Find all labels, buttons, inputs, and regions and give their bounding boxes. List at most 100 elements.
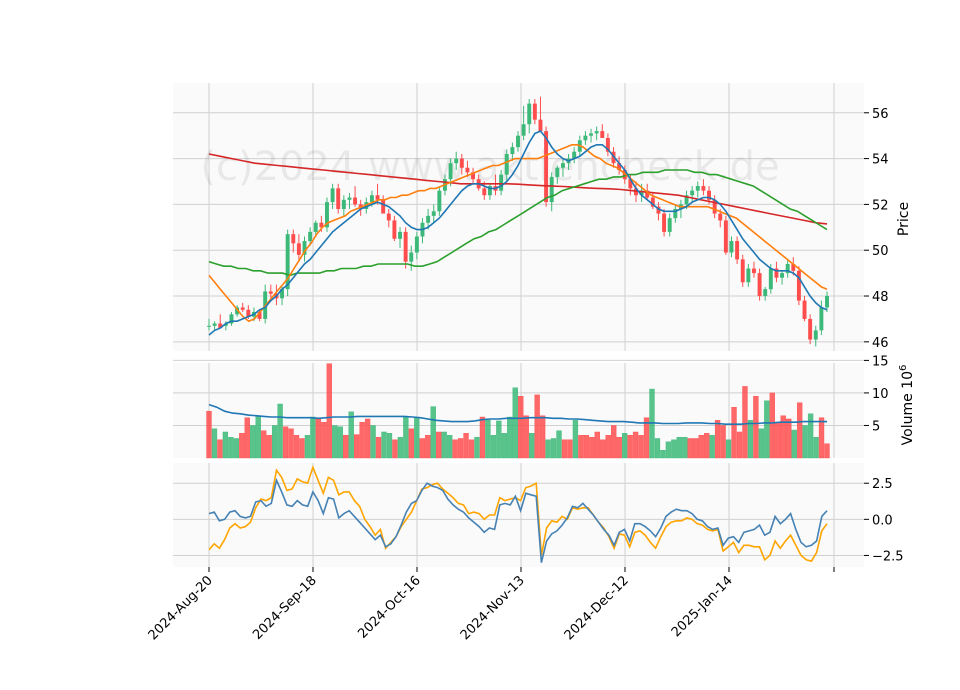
volume-bar [271, 425, 278, 459]
volume-bar [654, 438, 661, 459]
candle-body [369, 195, 374, 203]
volume-bar [550, 438, 557, 459]
volume-tick-label: 15 [872, 354, 889, 369]
volume-bar [693, 438, 699, 459]
candle-body [257, 312, 262, 319]
price-tick-label: 52 [872, 198, 889, 213]
candle-body [330, 188, 335, 203]
candle-body [465, 167, 470, 173]
candle-body [223, 323, 228, 326]
volume-bar [747, 420, 754, 459]
volume-bar [714, 420, 721, 459]
volume-bar [490, 435, 497, 459]
candle-body [510, 147, 515, 155]
candle-body [487, 186, 492, 196]
candle-body [538, 119, 543, 132]
volume-bar [359, 422, 365, 459]
candle-body [325, 202, 329, 228]
price-tick-label: 56 [872, 107, 889, 122]
candle-body [600, 131, 605, 138]
candle-body [353, 197, 358, 205]
volume-bar [310, 416, 316, 459]
volume-bar [556, 430, 562, 459]
volume-bar [397, 436, 404, 459]
candle-body [712, 199, 717, 214]
volume-axis-label: Volume 106 [898, 365, 916, 446]
candle-body [780, 273, 785, 278]
candle-body [583, 135, 588, 141]
moving-average-long [208, 169, 828, 277]
oscillator-panel-bg [173, 463, 864, 567]
x-tick-label: 2024-Dec-12 [562, 573, 632, 643]
candle-body [555, 167, 560, 177]
candle-body [504, 154, 509, 175]
candle-body [403, 231, 408, 262]
volume-bar [736, 431, 743, 459]
x-tick-label: 2024-Aug-20 [146, 573, 216, 643]
volume-bar [594, 431, 600, 459]
volume-bar [414, 417, 420, 459]
volume-bar [616, 436, 622, 459]
volume-bar [441, 431, 447, 459]
x-axis-ticks: 2024-Aug-20 2024-Sep-18 2024-Oct-16 2024-No… [146, 567, 835, 643]
volume-bar [244, 417, 250, 459]
volume-bar [282, 426, 289, 459]
volume-bar [671, 439, 677, 459]
price-tick-label: 46 [872, 336, 889, 351]
candle-body [763, 289, 768, 297]
volume-bar [589, 436, 595, 459]
volume-bar [277, 403, 283, 459]
candle-body [448, 163, 453, 180]
candle-body [656, 206, 661, 214]
candle-body [707, 190, 711, 200]
volume-tick-label: 10 [872, 387, 889, 402]
candle-body [544, 131, 549, 203]
volume-bar [239, 433, 245, 459]
volume-bar [408, 428, 415, 459]
price-series [207, 96, 829, 347]
volume-bar [479, 416, 486, 459]
candle-body [235, 307, 240, 315]
volume-bar [332, 425, 338, 459]
x-tick-label: 2025-Jan-14 [669, 573, 736, 640]
volume-bar [632, 431, 639, 459]
candle-body [268, 291, 273, 294]
volume-bar [381, 431, 387, 459]
volume-bar [665, 441, 672, 459]
oscillator-tick-label: 2.5 [872, 477, 893, 492]
volume-axis-label-exponent: 6 [898, 365, 909, 371]
candle-body [212, 323, 217, 326]
volume-bar [430, 406, 436, 459]
volume-bar [720, 425, 726, 459]
volume-moving-average [208, 403, 827, 426]
volume-bar [567, 439, 573, 459]
volume-bar [643, 417, 650, 459]
candle-body [645, 190, 650, 198]
candle-body [341, 199, 346, 209]
candle-body [207, 325, 211, 327]
candle-body [628, 179, 633, 189]
oscillator-line-2 [208, 464, 828, 563]
volume-bar [419, 438, 425, 459]
volume-bar [621, 433, 628, 459]
candle-body [605, 137, 610, 152]
volume-bar [660, 449, 666, 459]
candle-body [549, 176, 554, 203]
volume-bar [758, 428, 765, 459]
candle-body [291, 234, 296, 244]
volume-bar [638, 435, 644, 459]
volume-bar [709, 435, 715, 459]
volume-bar [348, 411, 354, 459]
volume-tick-label: 5 [872, 419, 880, 434]
volume-bar [813, 436, 819, 459]
volume-bar [288, 428, 294, 459]
volume-bar [600, 439, 606, 459]
volume-bar [206, 410, 212, 459]
candle-body [285, 234, 290, 290]
candle-body [662, 213, 667, 232]
volume-bar [682, 436, 688, 459]
volume-bar [507, 416, 513, 459]
volume-bar [452, 439, 458, 459]
candle-body [246, 309, 251, 317]
